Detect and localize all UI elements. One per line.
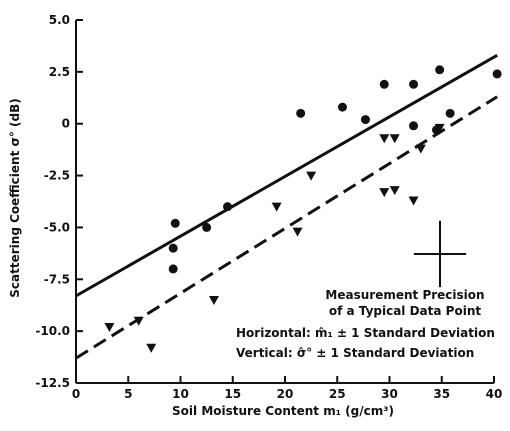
circle-point <box>379 79 389 89</box>
x-tick-label: 35 <box>433 387 450 401</box>
circle-point <box>337 102 347 112</box>
triangle-point <box>389 186 400 196</box>
circle-point <box>492 69 502 79</box>
x-tick-label: 5 <box>124 387 132 401</box>
annotation-line-2: of a Typical Data Point <box>329 304 481 318</box>
circle-point <box>296 108 306 118</box>
triangle-point <box>379 134 390 144</box>
x-axis-title: Soil Moisture Content m₁ (g/cm³) <box>172 404 394 418</box>
precision-cross <box>413 220 467 288</box>
annotation-line-3: Horizontal: m̂₁ ± 1 Standard Deviation <box>236 326 495 340</box>
y-tick-label: -5.0 <box>44 220 70 234</box>
y-tick-label: -2.5 <box>44 169 70 183</box>
x-tick-label: 30 <box>381 387 398 401</box>
circle-point <box>202 222 212 232</box>
circle-point <box>360 115 370 125</box>
triangle-point <box>208 296 219 306</box>
y-tick-label: -7.5 <box>44 272 70 286</box>
x-tick-label: 0 <box>72 387 80 401</box>
solid-fit-line <box>75 53 498 298</box>
fit-lines <box>75 53 498 360</box>
x-tick-label: 25 <box>329 387 346 401</box>
circle-point <box>168 264 178 274</box>
y-tick-label: 2.5 <box>49 65 70 79</box>
ticks: 5.02.50-2.5-5.0-7.5-10.0-12.50 5 10 15 20 25 3… <box>35 13 502 401</box>
x-tick-label: 10 <box>172 387 189 401</box>
triangle-point <box>146 343 157 353</box>
triangle-point <box>434 123 445 133</box>
triangle-point <box>306 171 317 181</box>
annotation-line-4: Vertical: σ̂° ± 1 Standard Deviation <box>236 346 474 360</box>
triangle-point <box>271 202 282 212</box>
annotation-line-1: Measurement Precision <box>325 288 484 302</box>
triangle-point <box>415 144 426 154</box>
circle-point <box>170 218 180 228</box>
circle-point <box>409 121 419 131</box>
x-tick-label: 15 <box>224 387 241 401</box>
y-tick-label: 0 <box>62 117 70 131</box>
circle-point <box>223 202 233 212</box>
circle-point <box>168 243 178 253</box>
circle-point <box>435 65 445 75</box>
x-tick-label: 20 <box>277 387 294 401</box>
y-tick-label: -12.5 <box>35 376 70 390</box>
y-tick-label: 5.0 <box>49 13 70 27</box>
triangle-point <box>104 322 115 332</box>
y-tick-label: -10.0 <box>35 324 70 338</box>
triangle-point <box>379 188 390 198</box>
triangle-point <box>133 316 144 326</box>
y-axis-title: Scattering Coefficient σ° (dB) <box>8 98 22 297</box>
x-tick-label: 40 <box>486 387 503 401</box>
triangle-point <box>389 134 400 144</box>
data-points <box>104 65 502 353</box>
triangle-point <box>408 196 419 206</box>
circle-point <box>445 108 455 118</box>
triangle-point <box>292 227 303 237</box>
circle-point <box>409 79 419 89</box>
